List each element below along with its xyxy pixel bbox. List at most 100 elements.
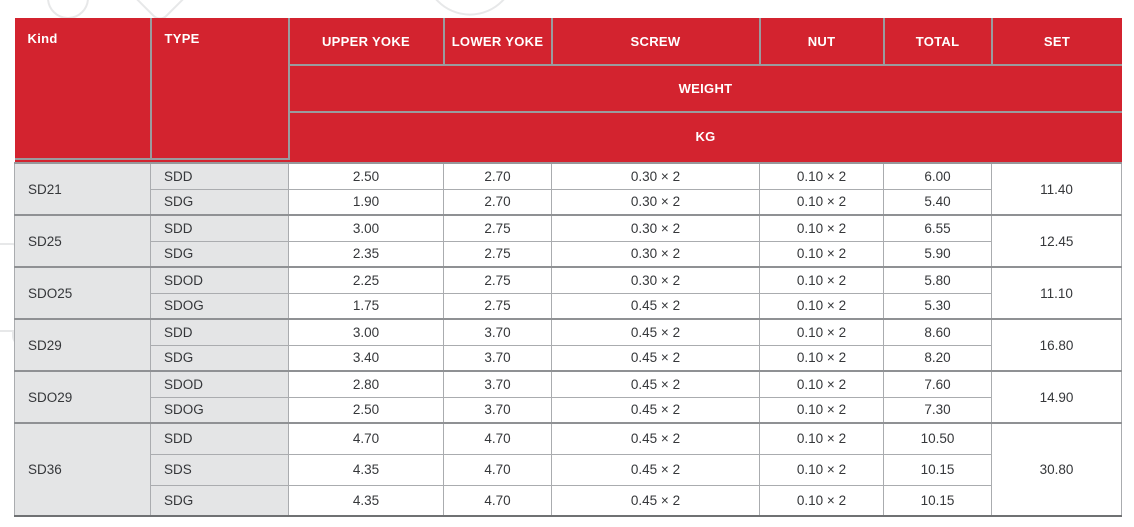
set-cell: 30.80 <box>991 422 1122 517</box>
screw-cell: 0.30 × 2 <box>551 214 760 242</box>
col-header-nut: NUT <box>759 18 885 66</box>
type-cell: SDOG <box>150 292 289 320</box>
lower-yoke-cell: 3.70 <box>443 370 552 398</box>
nut-cell: 0.10 × 2 <box>759 318 884 346</box>
col-header-upper-yoke: UPPER YOKE <box>288 18 445 66</box>
set-cell: 12.45 <box>991 214 1122 268</box>
set-cell: 11.40 <box>991 162 1122 216</box>
table-row: SD36 SDD 4.70 4.70 0.45 × 2 0.10 × 2 10.50 30.8… <box>14 422 1122 517</box>
decor-circle <box>47 0 89 19</box>
screw-cell: 0.30 × 2 <box>551 188 760 216</box>
col-header-set: SET <box>991 18 1122 66</box>
total-cell: 8.60 <box>883 318 992 346</box>
total-cell: 5.30 <box>883 292 992 320</box>
lower-yoke-cell: 3.70 <box>443 344 552 372</box>
header-kg-label: KG <box>288 112 1122 159</box>
col-header-type: TYPE <box>150 18 290 160</box>
set-cell: 11.10 <box>991 266 1122 320</box>
table-row: SD25 SDD 3.00 2.75 0.30 × 2 0.10 × 2 6.55 12.45 <box>14 214 1122 268</box>
upper-yoke-cell: 3.00 <box>288 318 444 346</box>
nut-cell: 0.10 × 2 <box>759 422 884 455</box>
table-row: SDG 4.35 4.70 0.45 × 2 0.10 × 2 10.15 <box>15 484 1122 517</box>
table-row: SDO29 SDOD 2.80 3.70 0.45 × 2 0.10 × 2 7.60 14.… <box>14 370 1122 424</box>
upper-yoke-cell: 3.00 <box>288 214 444 242</box>
kind-cell: SD36 <box>14 422 151 517</box>
total-cell: 5.90 <box>883 240 992 268</box>
total-cell: 10.50 <box>883 422 992 455</box>
table-row: SDG 1.90 2.70 0.30 × 2 0.10 × 2 5.40 <box>15 188 1122 216</box>
upper-yoke-cell: 4.35 <box>288 484 444 517</box>
lower-yoke-cell: 4.70 <box>443 453 552 486</box>
total-cell: 10.15 <box>883 453 992 486</box>
kind-cell: SDO25 <box>14 266 151 320</box>
nut-cell: 0.10 × 2 <box>759 266 884 294</box>
total-cell: 6.00 <box>883 162 992 190</box>
type-cell: SDD <box>150 422 289 455</box>
upper-yoke-cell: 1.90 <box>288 188 444 216</box>
total-cell: 7.30 <box>883 396 992 424</box>
type-cell: SDOD <box>150 370 289 398</box>
table-header: Kind TYPE UPPER YOKE LOWER YOKE SCREW NU… <box>14 18 1122 164</box>
nut-cell: 0.10 × 2 <box>759 396 884 424</box>
nut-cell: 0.10 × 2 <box>759 292 884 320</box>
screw-cell: 0.30 × 2 <box>551 266 760 294</box>
lower-yoke-cell: 2.70 <box>443 188 552 216</box>
table-row: SDG 3.40 3.70 0.45 × 2 0.10 × 2 8.20 <box>15 344 1122 372</box>
screw-cell: 0.45 × 2 <box>551 318 760 346</box>
upper-yoke-cell: 4.35 <box>288 453 444 486</box>
total-cell: 6.55 <box>883 214 992 242</box>
lower-yoke-cell: 3.70 <box>443 318 552 346</box>
upper-yoke-cell: 3.40 <box>288 344 444 372</box>
type-cell: SDD <box>150 318 289 346</box>
total-cell: 10.15 <box>883 484 992 517</box>
set-cell: 16.80 <box>991 318 1122 372</box>
screw-cell: 0.45 × 2 <box>551 396 760 424</box>
type-cell: SDD <box>150 162 289 190</box>
header-row-columns: Kind TYPE UPPER YOKE LOWER YOKE SCREW NU… <box>14 18 1122 160</box>
upper-yoke-cell: 2.25 <box>288 266 444 294</box>
kind-cell: SDO29 <box>14 370 151 424</box>
nut-cell: 0.10 × 2 <box>759 344 884 372</box>
col-header-total: TOTAL <box>883 18 993 66</box>
type-cell: SDS <box>150 453 289 486</box>
table-row: SDOG 1.75 2.75 0.45 × 2 0.10 × 2 5.30 <box>15 292 1122 320</box>
upper-yoke-cell: 2.50 <box>288 396 444 424</box>
header-row-kg: KG <box>15 112 1122 159</box>
screw-cell: 0.45 × 2 <box>551 484 760 517</box>
type-cell: SDG <box>150 484 289 517</box>
upper-yoke-cell: 4.70 <box>288 422 444 455</box>
col-header-lower-yoke: LOWER YOKE <box>443 18 553 66</box>
header-red-strip <box>14 159 1122 164</box>
lower-yoke-cell: 2.75 <box>443 266 552 294</box>
type-cell: SDD <box>150 214 289 242</box>
lower-yoke-cell: 3.70 <box>443 396 552 424</box>
lower-yoke-cell: 4.70 <box>443 422 552 455</box>
type-cell: SDG <box>150 344 289 372</box>
upper-yoke-cell: 2.50 <box>288 162 444 190</box>
table-row: SD29 SDD 3.00 3.70 0.45 × 2 0.10 × 2 8.60 16.80 <box>14 318 1122 372</box>
kind-cell: SD25 <box>14 214 151 268</box>
total-cell: 8.20 <box>883 344 992 372</box>
decor-left-edge-step-line <box>0 330 14 332</box>
header-row-weight: WEIGHT <box>15 65 1122 113</box>
nut-cell: 0.10 × 2 <box>759 453 884 486</box>
screw-cell: 0.45 × 2 <box>551 344 760 372</box>
screw-cell: 0.45 × 2 <box>551 422 760 455</box>
lower-yoke-cell: 4.70 <box>443 484 552 517</box>
weight-spec-table: Kind TYPE UPPER YOKE LOWER YOKE SCREW NU… <box>14 18 1122 517</box>
lower-yoke-cell: 2.75 <box>443 292 552 320</box>
lower-yoke-cell: 2.75 <box>443 214 552 242</box>
nut-cell: 0.10 × 2 <box>759 214 884 242</box>
table-body: SD21 SDD 2.50 2.70 0.30 × 2 0.10 × 2 6.00 11.40… <box>14 162 1122 517</box>
kind-cell: SD29 <box>14 318 151 372</box>
table-row: SDOG 2.50 3.70 0.45 × 2 0.10 × 2 7.30 <box>15 396 1122 424</box>
screw-cell: 0.30 × 2 <box>551 162 760 190</box>
table-row: SDS 4.35 4.70 0.45 × 2 0.10 × 2 10.15 <box>15 453 1122 486</box>
lower-yoke-cell: 2.70 <box>443 162 552 190</box>
screw-cell: 0.45 × 2 <box>551 453 760 486</box>
upper-yoke-cell: 2.35 <box>288 240 444 268</box>
table-row: SD21 SDD 2.50 2.70 0.30 × 2 0.10 × 2 6.00 11.40 <box>14 162 1122 216</box>
total-cell: 5.40 <box>883 188 992 216</box>
upper-yoke-cell: 1.75 <box>288 292 444 320</box>
table-row: SDG 2.35 2.75 0.30 × 2 0.10 × 2 5.90 <box>15 240 1122 268</box>
